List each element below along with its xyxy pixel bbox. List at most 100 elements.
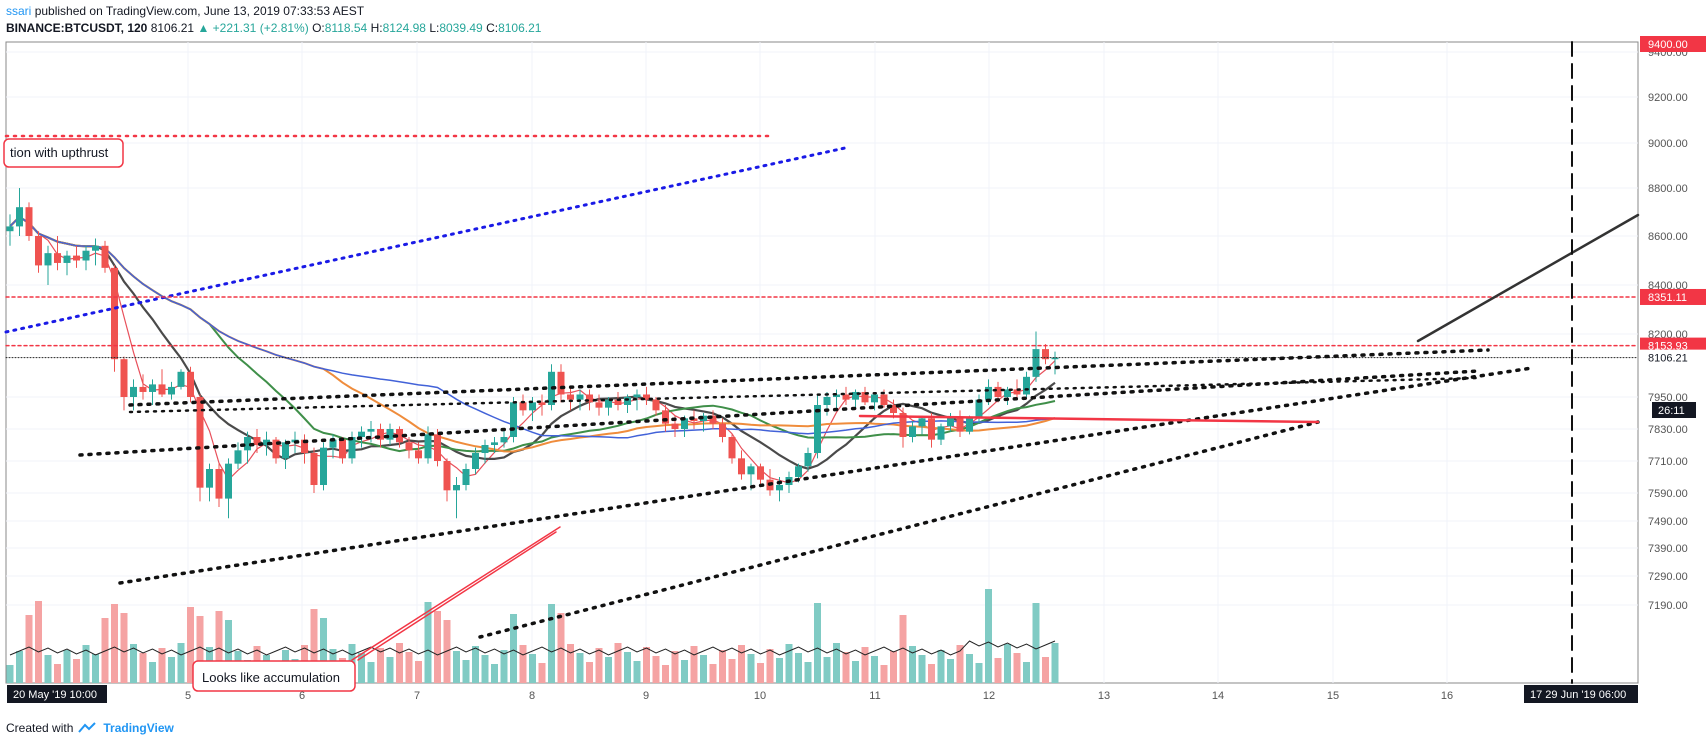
volume-bar <box>956 645 964 683</box>
candle-body <box>1042 349 1049 360</box>
volume-bar <box>424 602 432 683</box>
candle-body <box>956 418 964 432</box>
ma-blue-line <box>9 215 1056 439</box>
volume-bar <box>890 651 897 683</box>
volume-bar <box>196 616 204 683</box>
volume-bar <box>966 654 973 683</box>
red-arrow-line-b <box>357 531 557 661</box>
projection-trendline <box>1416 213 1640 343</box>
volume-bar <box>462 660 470 683</box>
volume-bar <box>120 613 128 683</box>
volume-bar <box>1004 644 1011 683</box>
volume-bar <box>472 646 479 683</box>
volume-bar <box>453 651 460 683</box>
low-value: 8039.49 <box>439 21 483 35</box>
candle-body <box>757 466 764 480</box>
candle-body <box>139 386 147 392</box>
candle-body <box>472 453 479 469</box>
candle-body <box>871 394 878 403</box>
last-price: 8106.21 <box>150 21 195 35</box>
candle-body <box>833 394 840 397</box>
countdown-badge: 26:11 <box>1658 405 1685 417</box>
candle-body <box>367 429 375 432</box>
volume-bar <box>1032 603 1040 683</box>
candle-body <box>301 439 308 453</box>
candle-body <box>738 458 745 475</box>
time-tick-label: 5 <box>185 690 191 702</box>
candle-body <box>263 439 270 445</box>
published-text: published on TradingView.com, June 13, 2… <box>34 4 365 18</box>
candle-body <box>538 402 546 405</box>
candle-body <box>842 394 850 400</box>
candle-body <box>120 359 128 397</box>
candle-body <box>975 399 983 419</box>
volume-bar <box>320 618 327 683</box>
volume-bar <box>500 650 508 683</box>
candle-body <box>823 397 831 405</box>
volume-bar <box>491 664 498 683</box>
author-link[interactable]: ssari <box>6 4 32 18</box>
candle-body <box>320 447 327 485</box>
candle-body <box>624 397 631 405</box>
last-price-badge-bg <box>1640 349 1706 366</box>
candle-body <box>557 371 565 395</box>
last-price-badge: 8106.21 <box>1648 353 1688 365</box>
volume-bar <box>652 656 660 683</box>
candle-body <box>177 371 185 387</box>
ohlc-legend: BINANCE:BTCUSDT, 120 8106.21 ▲ +221.31 (… <box>6 21 541 35</box>
black-dotted-wedge-top <box>128 348 1490 407</box>
footer: Created with TradingView <box>6 721 174 735</box>
volume-bar <box>947 659 954 683</box>
volume-bar <box>785 644 793 683</box>
red-arrow-line-a <box>351 526 561 661</box>
candle-body <box>985 386 992 400</box>
volume-bar <box>909 646 916 683</box>
candle-body <box>728 437 736 459</box>
candle-body <box>386 429 394 440</box>
candle-body <box>481 445 489 453</box>
candle-body <box>1023 376 1030 395</box>
volume-bar <box>225 620 232 683</box>
tradingview-logo-icon <box>78 722 97 733</box>
candle-body <box>576 394 584 400</box>
candle-body <box>1051 357 1059 360</box>
candle-body <box>92 245 99 251</box>
volume-bar <box>662 665 669 683</box>
resistance-price-badge: 8351.11 <box>1648 292 1687 304</box>
upthrust-callout-box <box>3 138 124 168</box>
volume-bar <box>1051 643 1059 683</box>
candle-body <box>358 431 365 437</box>
upthrust-callout-text: tion with upthrust <box>10 145 109 160</box>
candle-body <box>73 255 80 261</box>
tradingview-link[interactable]: TradingView <box>103 721 174 735</box>
candle-body <box>6 226 14 232</box>
candle-body <box>491 442 498 445</box>
volume-bar <box>529 654 536 683</box>
candle-body <box>35 236 42 266</box>
accumulation-callout-box <box>192 660 356 692</box>
volume-bar <box>481 655 489 683</box>
upper-price-badge-bg <box>1640 337 1706 354</box>
candle-body <box>918 418 926 427</box>
volume-bar <box>842 652 850 683</box>
time-tick-label: 14 <box>1212 690 1224 702</box>
blue-dotted-trendline <box>4 146 847 334</box>
candle-body <box>643 394 650 400</box>
candle-body <box>1004 389 1011 397</box>
candle-body <box>814 405 821 453</box>
candle-body <box>586 394 593 403</box>
black-dotted-lower-trend <box>118 366 1534 585</box>
top-price-badge: 9400.00 <box>1648 39 1688 51</box>
symbol-label[interactable]: BINANCE:BTCUSDT, 120 <box>6 21 148 35</box>
volume-bar <box>73 659 80 683</box>
candle-body <box>272 439 280 459</box>
high-label: H: <box>370 21 383 35</box>
candle-body <box>662 410 669 424</box>
volume-bar <box>747 654 755 683</box>
time-tick-label: 9 <box>643 690 649 702</box>
volume-bar <box>187 607 194 683</box>
change-value: ▲ +221.31 (+2.81%) <box>197 21 309 35</box>
volume-bar <box>823 657 831 683</box>
candle-body <box>111 267 118 360</box>
